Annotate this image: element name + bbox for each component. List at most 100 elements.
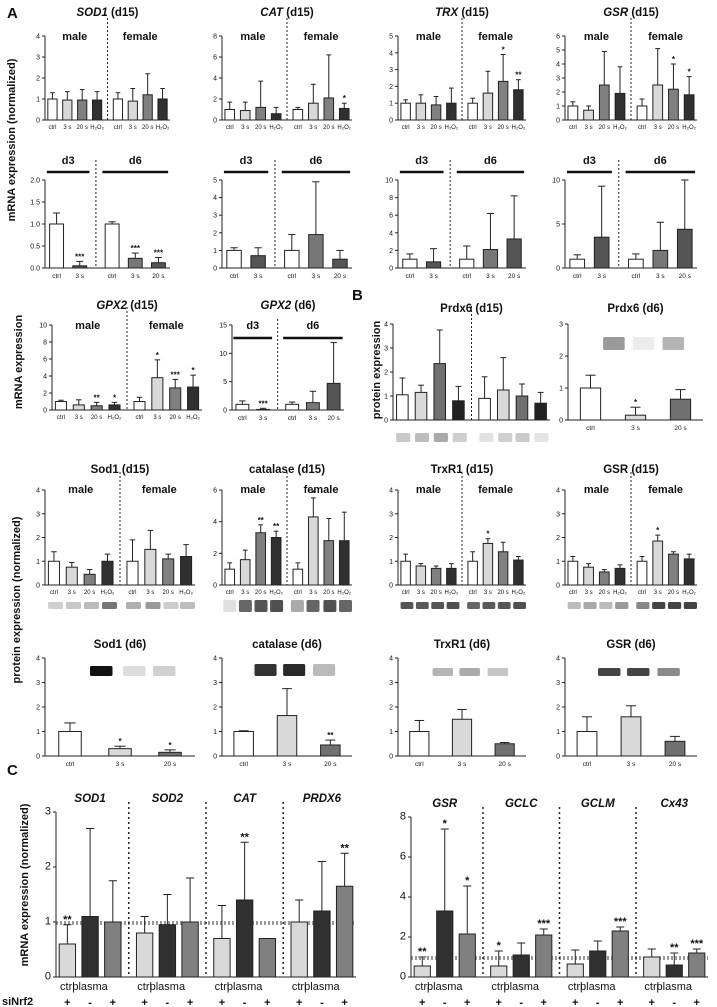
bar (614, 567, 626, 586)
chart-title-suffix: (d6) (466, 639, 490, 651)
bar (187, 386, 200, 411)
y-tick-label: 3 (389, 511, 393, 518)
significance-mark: * (497, 940, 502, 952)
y-tick-label: 3 (556, 680, 560, 687)
bar (490, 965, 508, 978)
chart-title: CAT (d15) (260, 7, 314, 19)
sirna-sign: + (64, 997, 70, 1007)
bar (81, 916, 99, 978)
blot-band (48, 602, 63, 609)
bar (669, 398, 692, 421)
sirna-sign: + (419, 997, 425, 1007)
x-tick-label: 3 s (309, 590, 317, 596)
bar (65, 566, 78, 586)
x-tick-label: ctrl (573, 273, 582, 280)
y-tick-label: 1.5 (30, 200, 40, 207)
y-tick-label: 2 (45, 861, 51, 873)
sirna-label: siNrf2 (2, 996, 33, 1007)
trxr1-blot (400, 602, 526, 609)
chart-title-name: Prdx6 (440, 303, 472, 315)
significance-mark: * (486, 530, 490, 539)
bar (101, 560, 114, 586)
group-label-female: female (149, 320, 184, 332)
group-label-male: male (62, 31, 87, 43)
sirna-sign: + (141, 997, 147, 1007)
x-tick-label: ctrl (230, 273, 239, 280)
significance-mark: ** (340, 842, 349, 854)
bar (233, 731, 254, 757)
gene-label: SOD2 (152, 793, 184, 805)
x-tick-label: 3 s (63, 125, 71, 131)
x-tick-label: H₂O₂ (269, 125, 283, 131)
bar (112, 98, 124, 121)
bar (624, 414, 647, 421)
x-tick-label: ctrl (638, 590, 646, 596)
x-tick-label: 20 s (84, 590, 95, 596)
y-tick-label: 0 (36, 118, 40, 125)
chart-title: SOD1 (d15) (77, 7, 139, 19)
x-tick-label: H₂O₂ (179, 590, 193, 596)
blot-band (598, 668, 621, 676)
bar (512, 954, 530, 978)
x-tick-label: H₂O₂ (444, 125, 458, 131)
blot-band (254, 600, 268, 612)
y-tick-label: 1 (384, 394, 388, 401)
y-tick-label: 0 (213, 118, 217, 125)
x-tick-label: 3 s (68, 590, 76, 596)
bar (569, 258, 586, 269)
panel-label-a: A (7, 5, 18, 22)
bar (49, 223, 65, 269)
x-tick-label: 3 s (312, 273, 321, 280)
y-tick-label: 4 (556, 62, 560, 69)
blot-band (482, 602, 496, 609)
sirna-sign: - (596, 997, 600, 1007)
bar (224, 568, 236, 586)
x-tick-label: 20 s (599, 125, 610, 131)
chart-title-name: GSR (603, 464, 629, 476)
x-tick-label: 3 s (283, 761, 292, 768)
group-label-male: male (75, 320, 100, 332)
x-tick-label: 20 s (599, 590, 610, 596)
y-tick-label: 0 (223, 408, 227, 415)
blot-band (270, 600, 284, 612)
significance-mark: * (465, 875, 470, 887)
significance-mark: * (156, 351, 160, 360)
y-tick-label: 10 (219, 351, 227, 358)
y-tick-label: 1 (213, 248, 217, 255)
y-axis-title: mRNA expression (normalized) (19, 803, 31, 966)
blot-band (652, 602, 666, 609)
x-tick-label: 20 s (679, 273, 692, 280)
bar (127, 100, 138, 121)
blot-band (66, 602, 81, 609)
bar (72, 265, 88, 269)
y-tick-label: 3 (36, 680, 40, 687)
sirna-sign: - (672, 997, 676, 1007)
sirna-sign: - (320, 997, 324, 1007)
bar (77, 99, 88, 121)
x-tick-label: 3 s (309, 125, 317, 131)
y-tick-label: 4 (213, 195, 217, 202)
x-tick-label: 3 s (129, 125, 137, 131)
sirna-sign: + (572, 997, 578, 1007)
significance-mark: * (443, 818, 448, 830)
x-tick-label: plasma (72, 981, 108, 993)
significance-mark: ** (327, 731, 334, 740)
group-label-d6: d6 (309, 155, 322, 167)
y-tick-label: 2 (36, 76, 40, 83)
y-tick-label: 6 (213, 488, 217, 495)
x-tick-label: ctrl (288, 415, 297, 422)
chart-title: catalase (d15) (249, 464, 325, 476)
x-tick-label: ctrl (294, 590, 302, 596)
x-tick-label: ctrl (287, 273, 296, 280)
bar (239, 110, 251, 121)
blot-band (446, 602, 460, 609)
bar (158, 924, 177, 978)
bar (628, 258, 644, 269)
sirna-sign: - (243, 997, 247, 1007)
group-label-female: female (304, 484, 339, 496)
x-tick-label: ctrl (226, 125, 234, 131)
chart-title-suffix: (d15) (108, 7, 139, 19)
y-tick-label: 0 (556, 118, 560, 125)
